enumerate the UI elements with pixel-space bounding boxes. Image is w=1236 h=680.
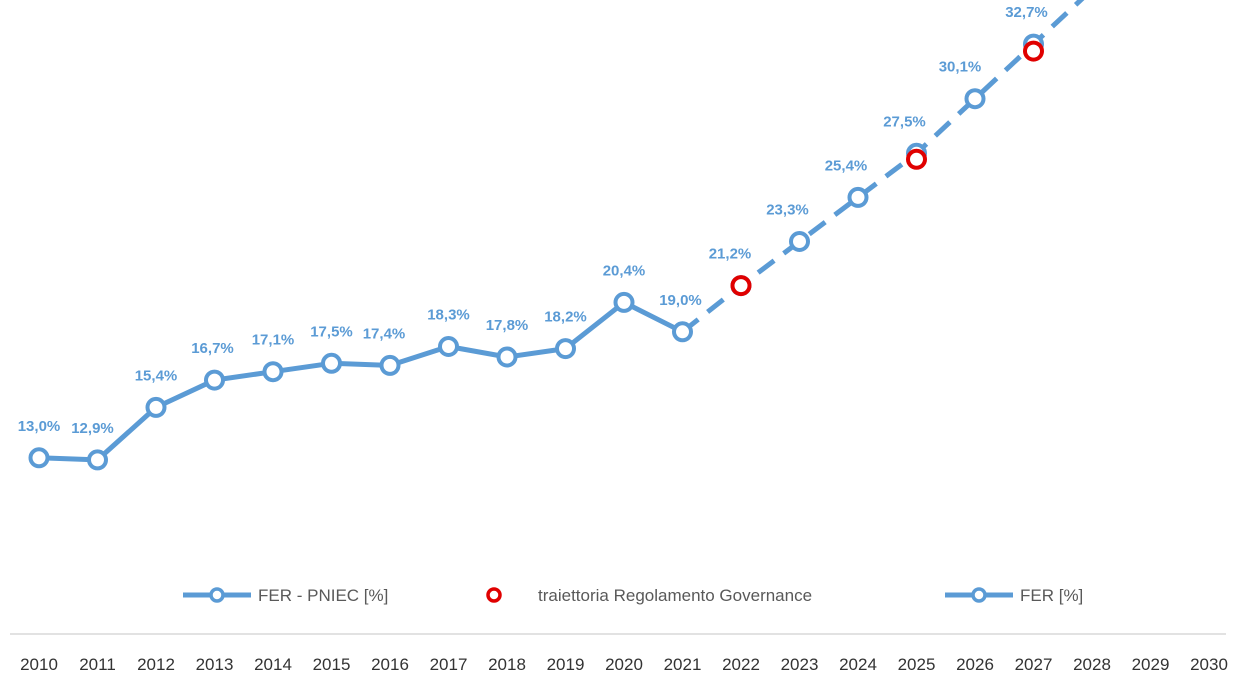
data-point-fer-2017 bbox=[438, 336, 459, 357]
x-tick-label-2014: 2014 bbox=[254, 655, 292, 674]
data-label-2019: 18,2% bbox=[544, 309, 587, 326]
x-tick-label-2012: 2012 bbox=[137, 655, 175, 674]
data-point-governance-2022 bbox=[730, 275, 752, 297]
x-tick-label-2021: 2021 bbox=[664, 655, 702, 674]
x-tick-label-2016: 2016 bbox=[371, 655, 409, 674]
legend-item-fer-pniec: FER - PNIEC [%] bbox=[183, 586, 388, 605]
x-tick-label-2015: 2015 bbox=[313, 655, 351, 674]
legend-label: FER - PNIEC [%] bbox=[258, 586, 388, 605]
x-tick-label-2023: 2023 bbox=[781, 655, 819, 674]
data-label-2011: 12,9% bbox=[71, 420, 114, 437]
legend-swatch-marker bbox=[209, 587, 225, 603]
data-point-governance-2027 bbox=[1023, 40, 1044, 62]
legend-swatch-marker bbox=[971, 587, 987, 603]
data-label-2024: 25,4% bbox=[825, 157, 868, 174]
x-axis-tick-labels: 2010 2011 2012 2013 2014 2015 2016 2017 2018 2019… bbox=[20, 655, 1228, 674]
legend: FER - PNIEC [%] traiettoria Regolamento G… bbox=[183, 586, 1083, 605]
legend-label: traiettoria Regolamento Governance bbox=[538, 586, 812, 605]
data-label-2026: 30,1% bbox=[939, 59, 982, 76]
legend-label: FER [%] bbox=[1020, 586, 1083, 605]
data-label-2021: 19,0% bbox=[659, 292, 702, 309]
x-tick-label-2029: 2029 bbox=[1132, 655, 1170, 674]
data-point-governance-2025 bbox=[906, 148, 927, 170]
legend-item-traiettoria-regolamento-governance: traiettoria Regolamento Governance bbox=[486, 586, 812, 605]
data-label-2023: 23,3% bbox=[766, 202, 809, 219]
x-tick-label-2011: 2011 bbox=[79, 655, 116, 674]
series-markers bbox=[28, 33, 1044, 471]
x-tick-label-2025: 2025 bbox=[898, 655, 936, 674]
data-point-fer-2013 bbox=[204, 369, 225, 391]
data-label-2018: 17,8% bbox=[486, 317, 529, 334]
data-point-fer-2019 bbox=[555, 338, 576, 360]
data-label-2022: 21,2% bbox=[709, 246, 752, 263]
x-tick-label-2020: 2020 bbox=[605, 655, 643, 674]
data-point-fer-2015 bbox=[321, 352, 342, 374]
x-tick-label-2010: 2010 bbox=[20, 655, 58, 674]
data-point-fer-2014 bbox=[262, 361, 284, 383]
series-line-fer-pniec bbox=[680, 0, 1085, 334]
data-label-2015: 17,5% bbox=[310, 323, 353, 340]
series-lines bbox=[36, 0, 1085, 463]
data-label-2014: 17,1% bbox=[252, 332, 295, 349]
data-point-fer-pniec-2023 bbox=[789, 231, 810, 252]
x-tick-label-2026: 2026 bbox=[956, 655, 994, 674]
x-tick-label-2018: 2018 bbox=[488, 655, 526, 674]
data-labels: 13,0% 12,9% 15,4% 16,7% 17,1% 17,5% 17,4% 18,3%… bbox=[18, 4, 1048, 437]
x-tick-label-2017: 2017 bbox=[430, 655, 468, 674]
x-tick-label-2027: 2027 bbox=[1015, 655, 1053, 674]
data-point-fer-2011 bbox=[87, 449, 108, 471]
data-point-fer-2016 bbox=[379, 354, 401, 376]
x-tick-label-2022: 2022 bbox=[722, 655, 760, 674]
data-point-fer-2018 bbox=[496, 346, 518, 368]
x-tick-label-2013: 2013 bbox=[196, 655, 234, 674]
data-label-2016: 17,4% bbox=[363, 325, 406, 342]
data-point-fer-pniec-2026 bbox=[964, 88, 986, 110]
x-tick-label-2024: 2024 bbox=[839, 655, 877, 674]
legend-swatch-marker bbox=[486, 587, 502, 603]
x-tick-label-2028: 2028 bbox=[1073, 655, 1111, 674]
data-label-2012: 15,4% bbox=[135, 367, 178, 384]
data-point-fer-pniec-2024 bbox=[847, 186, 869, 208]
x-tick-label-2030: 2030 bbox=[1190, 655, 1228, 674]
data-label-2020: 20,4% bbox=[603, 262, 646, 279]
data-point-fer-2020 bbox=[613, 291, 635, 313]
data-point-fer-2012 bbox=[145, 396, 167, 418]
legend-item-fer: FER [%] bbox=[945, 586, 1083, 605]
data-label-2025: 27,5% bbox=[883, 113, 926, 130]
x-tick-label-2019: 2019 bbox=[547, 655, 585, 674]
data-label-2013: 16,7% bbox=[191, 340, 234, 357]
data-label-2017: 18,3% bbox=[427, 307, 470, 324]
series-line-fer bbox=[36, 299, 685, 463]
data-point-fer-2010 bbox=[28, 447, 50, 469]
data-point-fer-pniec-2021 bbox=[672, 321, 693, 343]
data-label-2010: 13,0% bbox=[18, 418, 61, 435]
data-label-2027: 32,7% bbox=[1005, 4, 1048, 21]
